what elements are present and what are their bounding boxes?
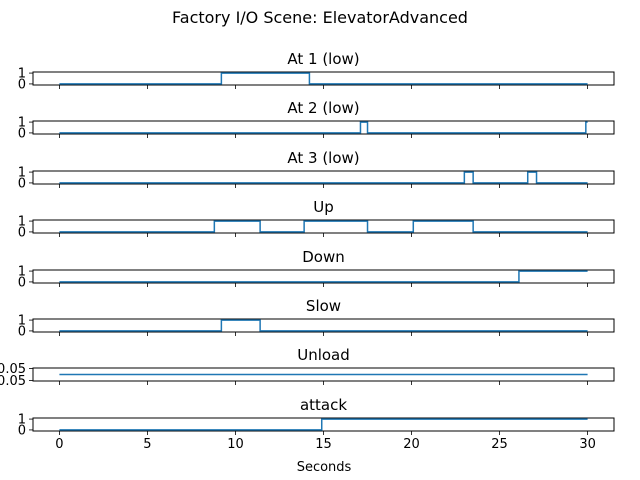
subplot-title: Up: [313, 198, 334, 216]
x-tick-label: 15: [315, 437, 332, 452]
subplot-title: attack: [300, 396, 347, 414]
y-tick-label: 0: [18, 225, 26, 240]
y-tick-label: 0: [18, 77, 26, 92]
y-tick-label: 0: [18, 126, 26, 141]
subplot-title: Slow: [306, 297, 341, 315]
x-tick-label: 25: [491, 437, 508, 452]
series-line: [59, 121, 588, 134]
subplot: At 1 (low) 10: [18, 50, 615, 92]
subplot-title: At 1 (low): [287, 50, 359, 68]
series-line: [59, 418, 588, 431]
y-tick-label: 0.05: [0, 362, 26, 377]
y-tick-label: 0: [18, 176, 26, 191]
series-line: [59, 270, 588, 283]
y-tick-label: 1: [18, 166, 26, 181]
subplot-title: At 2 (low): [287, 99, 359, 117]
subplot: Down 10: [18, 248, 615, 290]
series-line: [59, 72, 588, 85]
x-axis-label: Seconds: [297, 460, 352, 475]
subplot: At 2 (low) 10: [18, 99, 615, 141]
y-tick-label: -0.05: [0, 374, 26, 389]
x-tick-label: 0: [55, 437, 63, 452]
figure-suptitle: Factory I/O Scene: ElevatorAdvanced: [172, 8, 468, 27]
series-line: [59, 319, 588, 332]
subplot-title: Down: [302, 248, 345, 266]
x-tick-label: 5: [143, 437, 151, 452]
y-tick-label: 0: [18, 324, 26, 339]
y-tick-label: 1: [18, 67, 26, 82]
x-tick-label: 20: [403, 437, 420, 452]
y-tick-label: 1: [18, 413, 26, 428]
series-line: [59, 171, 588, 184]
subplot-title: At 3 (low): [287, 149, 359, 167]
y-tick-label: 1: [18, 116, 26, 131]
subplot-title: Unload: [297, 346, 350, 364]
x-tick-label: 30: [579, 437, 596, 452]
subplot: Unload 0.05-0.05: [0, 346, 615, 389]
y-tick-label: 0: [18, 275, 26, 290]
x-tick-label: 10: [227, 437, 244, 452]
y-tick-label: 1: [18, 265, 26, 280]
y-tick-label: 1: [18, 314, 26, 329]
subplot: At 3 (low) 10: [18, 149, 615, 191]
y-tick-label: 0: [18, 423, 26, 438]
subplot: Up 10: [18, 198, 615, 240]
y-tick-label: 1: [18, 215, 26, 230]
subplot: Slow 10: [18, 297, 615, 339]
series-line: [59, 220, 588, 233]
